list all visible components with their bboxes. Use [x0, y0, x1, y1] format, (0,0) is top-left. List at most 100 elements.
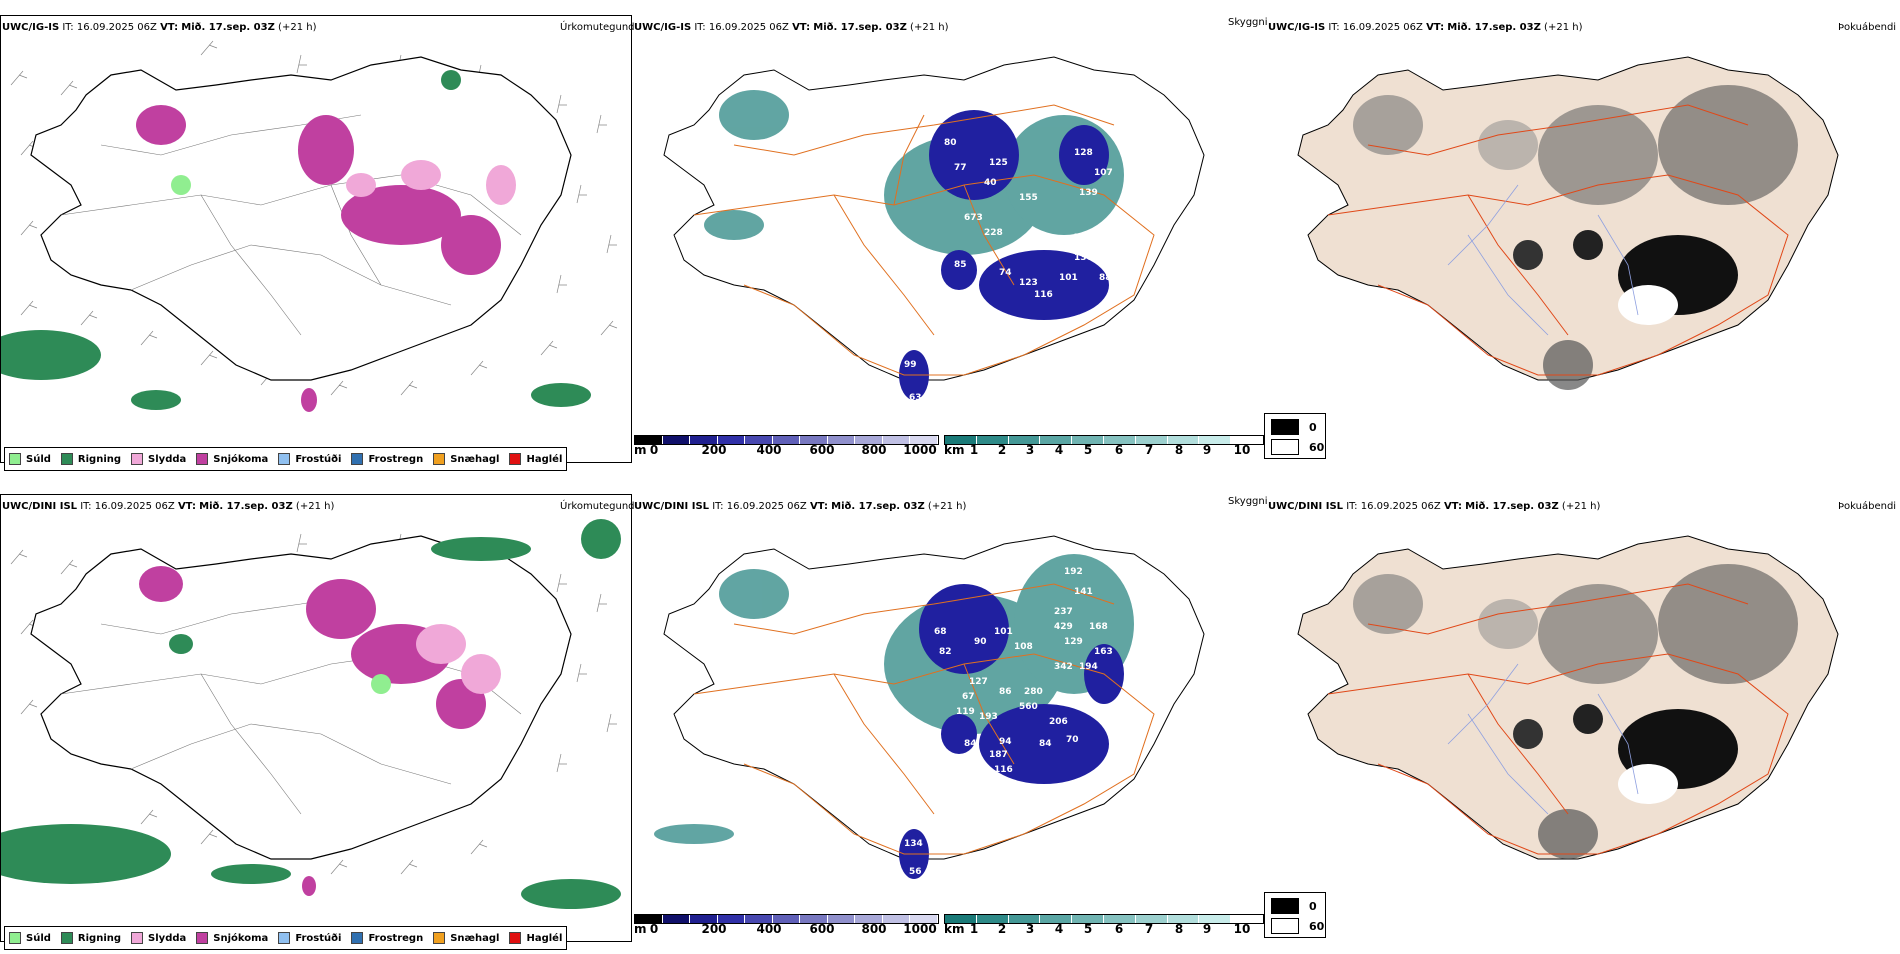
legend-item: Snæhagl — [433, 932, 499, 944]
legend-swatch — [196, 932, 209, 944]
it-value: 16.09.2025 06Z — [76, 22, 157, 33]
fog-shading — [1353, 564, 1798, 859]
ceiling-label: 342 — [1054, 662, 1073, 672]
tick-label: 4 — [1054, 922, 1064, 936]
it-label: IT: — [1328, 22, 1340, 33]
rain-areas — [1, 519, 621, 909]
precip-header: UWC/IG-IS IT: 16.09.2025 06Z VT: Mið. 17… — [2, 22, 316, 33]
vt-value: Mið. 17.sep. 03Z — [199, 501, 293, 512]
fog-legend-row: 0 — [1271, 419, 1317, 435]
tick-label: 7 — [1144, 443, 1154, 457]
it-value: 16.09.2025 06Z — [1360, 501, 1441, 512]
tick-label: 3 — [1025, 922, 1035, 936]
fog-swatch — [1271, 419, 1299, 435]
fog-header: UWC/DINI ISL IT: 16.09.2025 06Z VT: Mið.… — [1268, 501, 1600, 512]
ceiling-label: 119 — [956, 707, 975, 717]
legend-item: Súld — [9, 453, 51, 465]
legend-swatch — [131, 453, 144, 465]
it-value: 16.09.2025 06Z — [94, 501, 175, 512]
legend-label: Frostúði — [295, 453, 342, 465]
legend-swatch — [131, 932, 144, 944]
visibility-title: Skyggni — [1228, 17, 1268, 28]
precip-header: UWC/DINI ISL IT: 16.09.2025 06Z VT: Mið.… — [2, 501, 334, 512]
legend-item: Rigning — [60, 932, 122, 944]
precip-legend: Súld Rigning Slydda Snjókoma Frostúði Fr… — [4, 926, 568, 950]
ceiling-label: 80 — [944, 138, 957, 148]
tick-label: 6 — [1114, 443, 1124, 457]
it-label: IT: — [62, 22, 74, 33]
legend-label: Snæhagl — [450, 932, 500, 944]
vt-label: VT: — [1426, 22, 1445, 33]
lead-time: (+21 h) — [278, 22, 317, 33]
ceiling-label: 70 — [1066, 735, 1079, 745]
legend-swatch — [60, 453, 73, 465]
ceiling-label: 136 — [1074, 253, 1093, 263]
tick-label: 400 — [756, 922, 782, 936]
legend-swatch — [351, 453, 364, 465]
tick-label: 200 — [701, 922, 727, 936]
visibility-colorbar-strip — [944, 914, 1264, 924]
rain-areas — [1, 70, 591, 410]
lead-time: (+21 h) — [910, 22, 949, 33]
fog-legend: 0 60 — [1264, 413, 1326, 459]
tick-label: 0 — [649, 922, 659, 936]
ceiling-colorbar-strip — [634, 914, 939, 924]
tick-label: 10 — [1233, 922, 1251, 936]
ceiling-label: 63 — [909, 393, 922, 403]
ceiling-label: 129 — [1064, 637, 1083, 647]
legend-swatch — [433, 932, 446, 944]
legend-item: Slydda — [131, 932, 186, 944]
it-label: IT: — [80, 501, 92, 512]
legend-label: Frostúði — [295, 932, 342, 944]
tick-label: 200 — [701, 443, 727, 457]
fog-legend-row: 0 — [1271, 898, 1317, 914]
tick-label: 5 — [1083, 443, 1093, 457]
tick-label: 800 — [861, 922, 887, 936]
legend-label: Frostregn — [368, 932, 424, 944]
ceiling-label: 101 — [1059, 273, 1078, 283]
visibility-header: UWC/DINI ISL IT: 16.09.2025 06Z VT: Mið.… — [634, 501, 966, 512]
visibility-header: UWC/IG-IS IT: 16.09.2025 06Z VT: Mið. 17… — [634, 22, 948, 33]
visibility-map: 68 82 90 127 101 108 237 429 168 129 163… — [654, 535, 1205, 879]
vt-value: Mið. 17.sep. 03Z — [813, 22, 907, 33]
vt-value: Mið. 17.sep. 03Z — [1465, 501, 1559, 512]
legend-swatch — [351, 932, 364, 944]
vt-label: VT: — [160, 22, 179, 33]
visibility-colorbar: km 1 2 3 4 5 6 7 8 9 10 — [944, 914, 1264, 938]
ceiling-label: 783 — [1074, 233, 1093, 243]
ceiling-label: 237 — [1054, 607, 1073, 617]
row-2: UWC/DINI ISL IT: 16.09.2025 06Z VT: Mið.… — [0, 494, 1900, 954]
tick-label: 1000 — [903, 443, 937, 457]
lead-time: (+21 h) — [927, 501, 967, 512]
legend-label: Slydda — [148, 932, 187, 944]
tick-label: 10 — [1233, 443, 1251, 457]
snow-areas — [136, 105, 516, 412]
ceiling-label: 88 — [1099, 273, 1112, 283]
lead-time: (+21 h) — [1544, 22, 1583, 33]
roads — [693, 583, 1155, 855]
ceiling-colorbar: m 0 200 400 600 800 1000 — [634, 435, 939, 459]
visibility-title: Skyggni — [1228, 496, 1268, 507]
tick-label: 9 — [1202, 443, 1212, 457]
legend-label: Rigning — [77, 932, 122, 944]
precip-map — [1, 40, 618, 412]
ceiling-unit: m — [634, 443, 647, 457]
fog-legend-row: 60 — [1271, 439, 1324, 455]
visibility-colorbar: km 1 2 3 4 5 6 7 8 9 10 — [944, 435, 1264, 459]
vt-label: VT: — [792, 22, 811, 33]
ceiling-label: 94 — [999, 737, 1012, 747]
model-name: UWC/IG-IS — [634, 22, 692, 33]
it-value: 16.09.2025 06Z — [1342, 22, 1423, 33]
tick-label: 7 — [1144, 922, 1154, 936]
vt-value: Mið. 17.sep. 03Z — [1447, 22, 1541, 33]
fog-map — [1297, 535, 1839, 860]
ceiling-label: 192 — [1064, 567, 1083, 577]
fog-legend: 0 60 — [1264, 892, 1326, 938]
iceland-outline — [30, 56, 572, 381]
ceiling-label: 116 — [994, 765, 1013, 775]
legend-swatch — [509, 932, 522, 944]
tick-label: 8 — [1174, 443, 1184, 457]
ceiling-label: 141 — [1074, 587, 1093, 597]
roads — [1327, 104, 1789, 376]
ceiling-label: 206 — [1049, 717, 1068, 727]
